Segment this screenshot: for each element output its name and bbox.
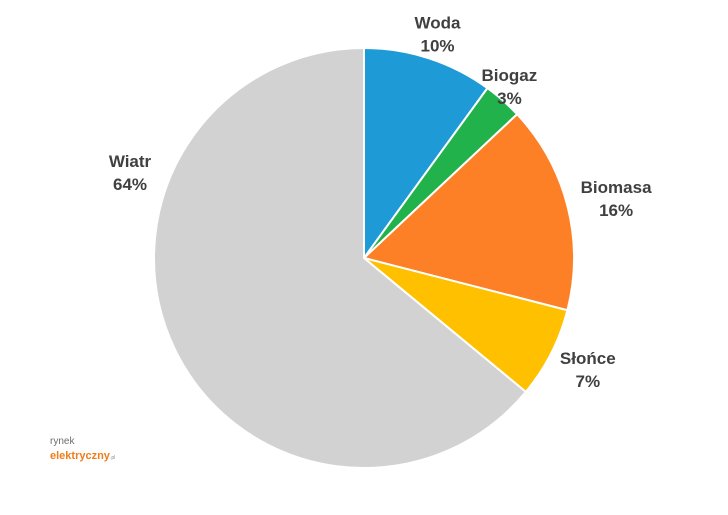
pie-slices bbox=[153, 47, 575, 469]
slice-label-name-1: Biogaz bbox=[482, 66, 538, 85]
pie-slice-2 bbox=[363, 113, 575, 312]
slice-label-value-1: 3% bbox=[497, 89, 522, 108]
logo-line-2: elektryczny bbox=[50, 450, 110, 462]
logo-line-3: .pl bbox=[109, 455, 116, 461]
slice-label-name-3: Słońce bbox=[560, 349, 616, 368]
rynek-elektryczny-logo: rynek elektryczny.pl bbox=[50, 437, 115, 463]
slice-label-value-0: 10% bbox=[420, 37, 454, 56]
pie-slice-0 bbox=[363, 47, 489, 259]
slice-label-value-4: 64% bbox=[113, 175, 147, 194]
slice-label-value-3: 7% bbox=[576, 372, 601, 391]
logo-line-1: rynek bbox=[50, 436, 75, 447]
slice-label-name-4: Wiatr bbox=[109, 152, 152, 171]
slice-label-name-2: Biomasa bbox=[581, 178, 652, 197]
slice-label-value-2: 16% bbox=[599, 201, 633, 220]
slice-label-name-0: Woda bbox=[415, 14, 462, 33]
slice-labels: Woda 10% Biogaz 3% Biomasa 16% Słońce 7% Wiatr 64… bbox=[109, 14, 652, 391]
pie-slice-4 bbox=[153, 47, 527, 469]
